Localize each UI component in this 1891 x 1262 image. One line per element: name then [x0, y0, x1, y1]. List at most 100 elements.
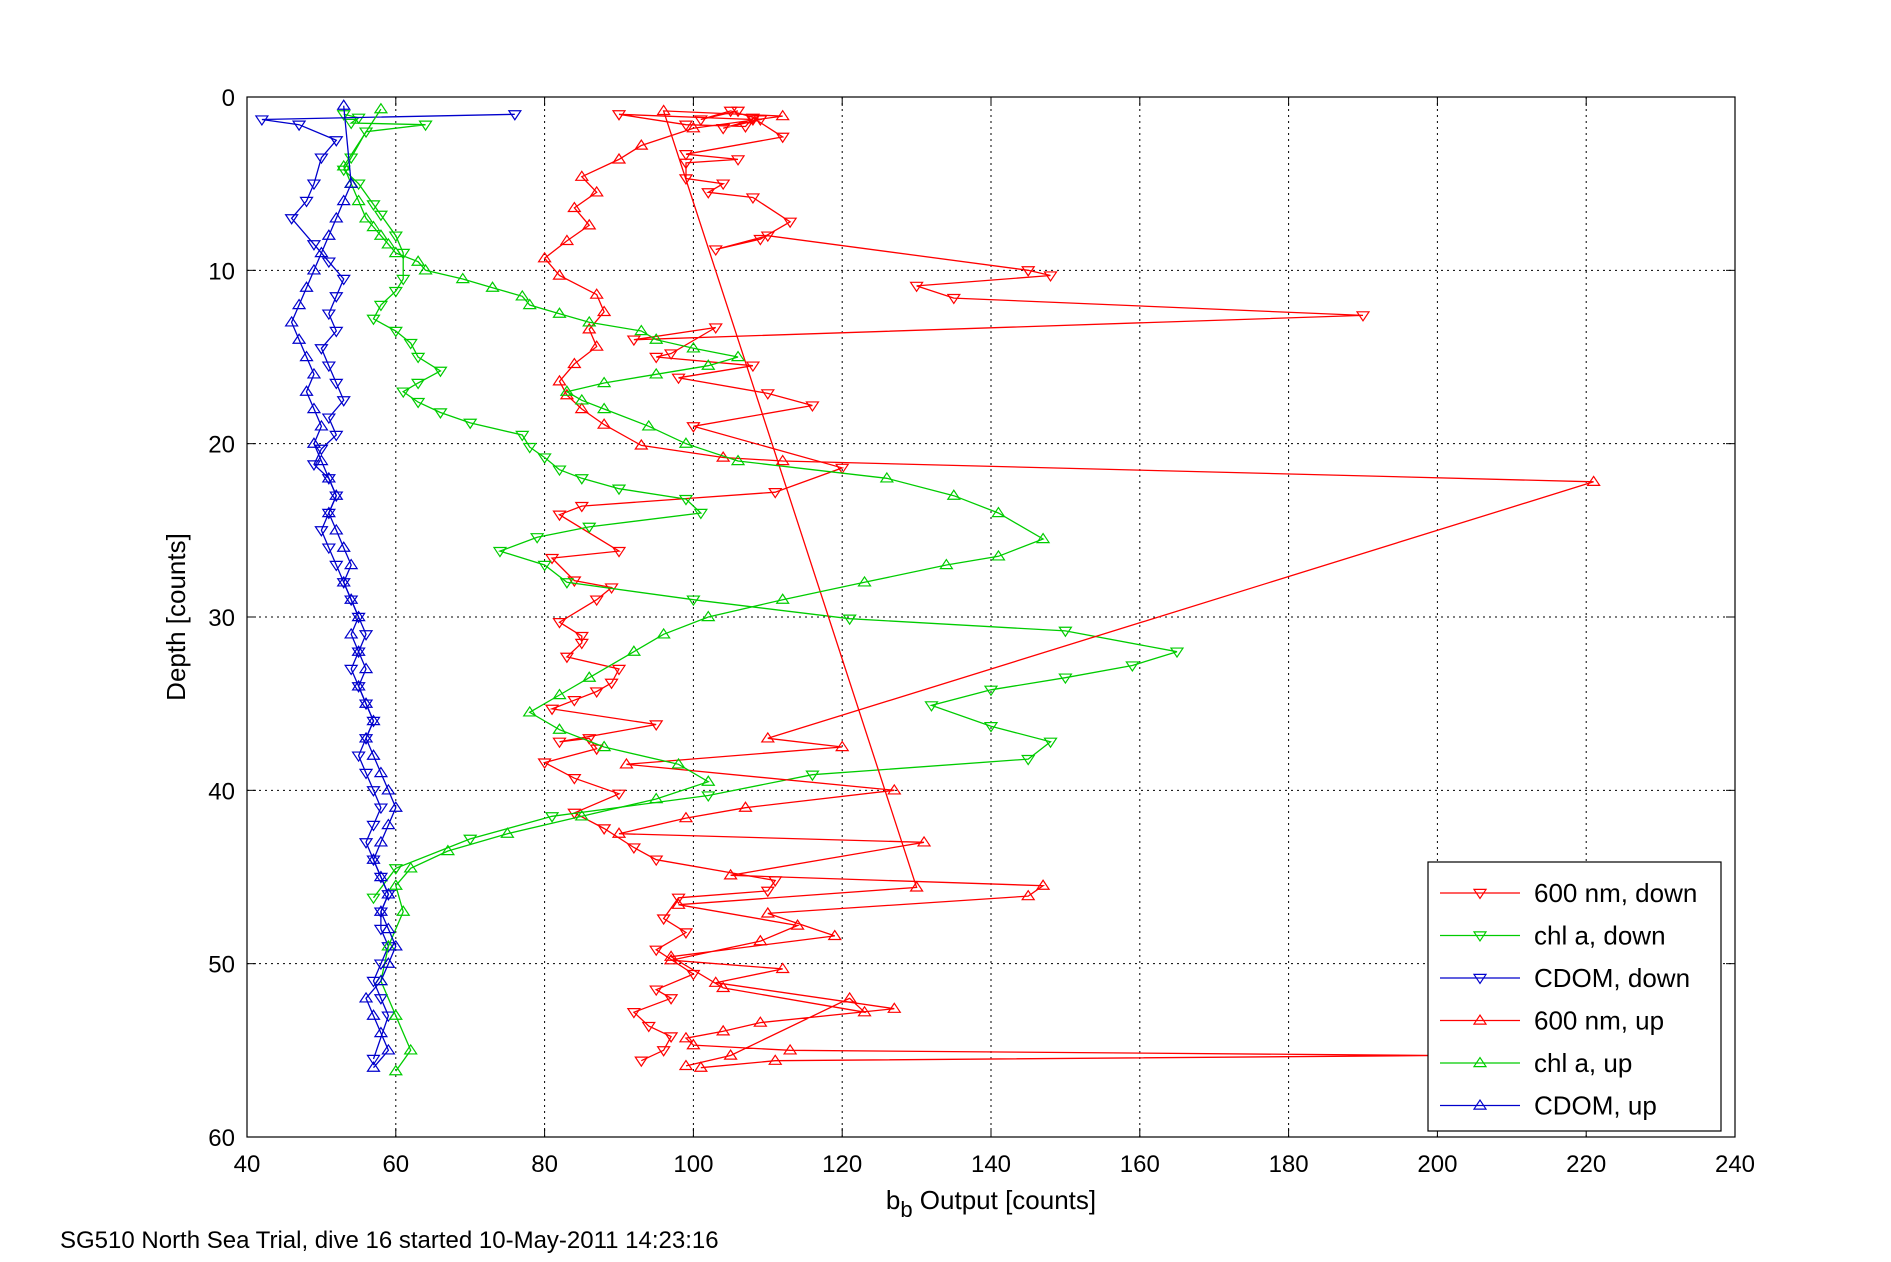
data-point [701, 791, 716, 803]
data-point [567, 696, 582, 707]
data-point [388, 864, 403, 875]
data-point [782, 217, 798, 229]
data-point [381, 957, 396, 968]
data-point [559, 578, 575, 589]
data-point [418, 263, 433, 275]
data-point [716, 981, 731, 993]
data-point [358, 662, 374, 674]
data-point [314, 246, 329, 258]
data-point [373, 907, 389, 919]
series-5 [284, 99, 403, 1072]
data-point [373, 210, 389, 222]
data-point [611, 789, 627, 801]
data-point [559, 234, 575, 246]
data-point [835, 463, 850, 475]
data-point [596, 402, 612, 414]
data-point [946, 489, 961, 500]
x-axis-label-rest: Output [counts] [913, 1185, 1097, 1215]
data-point [701, 610, 716, 622]
data-point [619, 757, 634, 769]
legend: 600 nm, down chl a, down CDOM, down 600 nm,… [1427, 861, 1722, 1132]
data-point [678, 811, 694, 823]
data-point [924, 701, 939, 712]
data-point [827, 929, 842, 941]
data-point [596, 740, 612, 752]
x-tick-label: 80 [531, 1151, 558, 1178]
data-point [589, 687, 604, 699]
data-point [373, 835, 389, 847]
data-point [775, 109, 790, 121]
data-point [358, 127, 374, 139]
data-point [775, 962, 790, 974]
data-point [634, 324, 649, 336]
data-point [329, 211, 344, 223]
data-point [730, 350, 746, 362]
data-point [321, 508, 336, 520]
data-point [1058, 626, 1073, 638]
data-point [582, 322, 597, 334]
data-point [537, 758, 552, 770]
data-point [410, 397, 426, 409]
legend-box [1427, 861, 1722, 1132]
legend-label: 600 nm, up [1534, 1006, 1664, 1036]
data-point [366, 749, 381, 760]
data-point [522, 705, 537, 717]
data-point [321, 413, 336, 425]
data-point [396, 274, 411, 286]
data-point [291, 298, 307, 310]
data-point [410, 255, 426, 266]
data-point [358, 630, 374, 641]
data-point [366, 853, 381, 864]
legend-swatch-marker [1472, 973, 1488, 985]
data-point [730, 454, 746, 466]
data-point [1021, 266, 1036, 277]
data-point [351, 612, 366, 624]
data-point [805, 770, 820, 782]
data-point [299, 350, 314, 362]
legend-swatch-marker [1472, 1056, 1488, 1068]
data-point [663, 349, 679, 361]
series-layer [254, 99, 1601, 1076]
data-point [306, 460, 322, 471]
data-point [842, 991, 857, 1003]
data-point [366, 1054, 381, 1066]
data-point [745, 193, 761, 205]
data-point [701, 188, 716, 199]
series-line [542, 110, 1364, 1062]
x-tick-label: 60 [382, 1151, 409, 1178]
legend-item: 600 nm, down [1440, 878, 1697, 908]
data-point [366, 716, 381, 728]
data-point [626, 843, 642, 855]
data-point [775, 132, 790, 144]
data-point [626, 645, 642, 656]
data-point [344, 664, 359, 676]
data-point [671, 757, 686, 769]
data-point [649, 720, 664, 731]
data-point [344, 118, 359, 130]
data-point [596, 824, 612, 835]
data-point [314, 526, 329, 537]
data-point [358, 697, 374, 708]
data-point [760, 231, 775, 243]
data-point [611, 484, 627, 496]
y-tick-label: 50 [208, 952, 235, 979]
data-point [537, 453, 552, 465]
data-point [358, 734, 374, 745]
data-point [775, 593, 790, 604]
data-point [284, 214, 299, 225]
data-point [916, 835, 932, 847]
series-line [290, 105, 397, 1069]
data-point [611, 664, 627, 676]
data-point [678, 150, 694, 161]
data-point [626, 335, 642, 347]
data-point [381, 939, 396, 951]
data-point [366, 893, 381, 905]
data-point [388, 246, 403, 258]
data-point [582, 671, 597, 682]
series-line [342, 108, 1045, 1072]
data-point [611, 546, 627, 558]
data-point [314, 344, 329, 355]
data-point [500, 827, 515, 838]
data-point [723, 106, 738, 118]
data-point [693, 115, 708, 127]
